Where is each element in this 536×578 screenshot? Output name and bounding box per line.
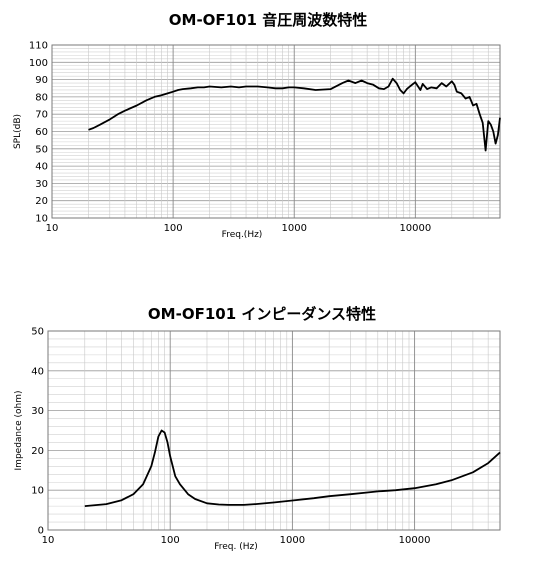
- y-tick-label: 10: [31, 486, 44, 497]
- spl-chart-svg: OM-OF101 音圧周波数特性 10 20 30 40 50 60 70 80 90 100 110…: [13, 11, 501, 240]
- y-tick-label: 70: [35, 110, 48, 121]
- y-tick-label: 60: [35, 127, 48, 138]
- plot-area: [48, 331, 500, 530]
- y-tick-label: 40: [31, 366, 44, 377]
- x-tick-label: 10: [42, 535, 55, 546]
- x-tick-label: 1000: [282, 223, 307, 234]
- y-tick-label: 20: [31, 446, 44, 457]
- y-tick-label: 110: [29, 41, 48, 52]
- y-axis-label: SPL(dB): [13, 114, 23, 149]
- chart-title: OM-OF101 音圧周波数特性: [169, 11, 367, 29]
- x-tick-label: 10000: [399, 223, 431, 234]
- impedance-chart: OM-OF101 インピーダンス特性 0 10 20 30 40 50 10 100 1000 10…: [0, 295, 536, 578]
- y-tick-label: 20: [35, 196, 48, 207]
- y-tick-label: 0: [38, 526, 44, 537]
- x-tick-label: 100: [164, 223, 183, 234]
- chart-title: OM-OF101 インピーダンス特性: [148, 305, 376, 323]
- x-gridlines: [47, 331, 501, 530]
- series-line: [84, 429, 501, 507]
- y-tick-label: 100: [29, 58, 48, 69]
- x-axis-label: Freq. (Hz): [214, 542, 258, 552]
- series-line: [88, 77, 501, 152]
- x-gridlines: [51, 45, 501, 218]
- plot-frame: [51, 44, 501, 219]
- plot-frame: [47, 330, 501, 531]
- y-axis-label: Impedance (ohm): [14, 391, 24, 471]
- y-tick-label: 50: [31, 327, 44, 338]
- y-gridlines: [52, 44, 500, 219]
- x-tick-label: 1000: [280, 535, 305, 546]
- x-tick-label: 10: [46, 223, 59, 234]
- y-tick-label: 30: [31, 406, 44, 417]
- x-axis-label: Freq.(Hz): [222, 230, 263, 240]
- y-tick-label: 10: [35, 214, 48, 225]
- x-tick-label: 100: [161, 535, 180, 546]
- y-tick-label: 30: [35, 179, 48, 190]
- y-tick-label: 50: [35, 144, 48, 155]
- spl-frequency-chart: OM-OF101 音圧周波数特性 10 20 30 40 50 60 70 80 90 100 110…: [0, 0, 536, 250]
- y-tick-label: 40: [35, 162, 48, 173]
- y-tick-label: 80: [35, 92, 48, 103]
- x-tick-label: 10000: [399, 535, 431, 546]
- y-tick-label: 90: [35, 75, 48, 86]
